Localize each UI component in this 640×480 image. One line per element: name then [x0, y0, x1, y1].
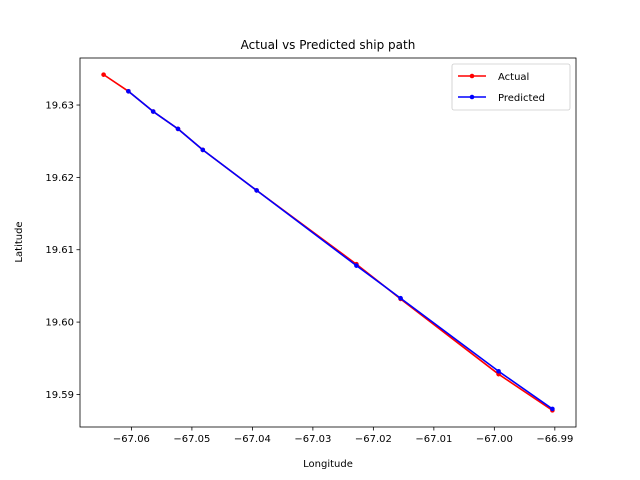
data-point-predicted	[126, 88, 131, 94]
x-tick-label: −67.05	[173, 434, 210, 445]
x-tick-label: −67.03	[294, 434, 331, 445]
data-point-predicted	[354, 263, 359, 268]
legend: Actual Predicted	[451, 63, 571, 111]
data-point-actual	[101, 72, 106, 77]
y-tick-label: 19.63	[45, 101, 74, 112]
chart-title: Actual vs Predicted ship path	[241, 38, 416, 52]
y-tick-label: 19.60	[45, 318, 74, 329]
x-tick-label: −67.01	[415, 434, 452, 445]
data-point-predicted	[550, 406, 555, 412]
x-tick-label: −67.00	[476, 434, 513, 445]
legend-label-predicted: Predicted	[498, 93, 545, 104]
data-point-predicted	[398, 295, 403, 301]
plot-frame	[79, 57, 577, 428]
y-axis-ticks: 19.59 19.60 19.61 19.62 19.63	[45, 101, 80, 401]
x-tick-label: −67.02	[355, 434, 392, 445]
data-point-predicted	[496, 368, 501, 374]
data-point-predicted	[150, 109, 156, 114]
legend-marker-actual	[469, 73, 475, 79]
x-tick-label: −66.99	[536, 434, 573, 445]
y-tick-label: 19.59	[45, 390, 74, 401]
x-tick-label: −67.04	[234, 434, 271, 445]
x-axis-ticks: −67.06 −67.05 −67.04 −67.03 −67.02 −67.01 −67.…	[113, 427, 573, 445]
data-point-predicted	[175, 126, 181, 132]
legend-marker-predicted	[469, 94, 475, 100]
data-point-predicted	[200, 147, 206, 153]
series-layer	[101, 72, 555, 413]
x-tick-label: −67.06	[113, 434, 150, 445]
y-tick-label: 19.61	[45, 245, 74, 256]
y-axis-label: Latitude	[14, 221, 25, 262]
x-axis-label: Longitude	[303, 459, 353, 470]
data-point-predicted	[254, 188, 259, 193]
legend-label-actual: Actual	[498, 72, 529, 83]
y-tick-label: 19.62	[45, 173, 74, 184]
